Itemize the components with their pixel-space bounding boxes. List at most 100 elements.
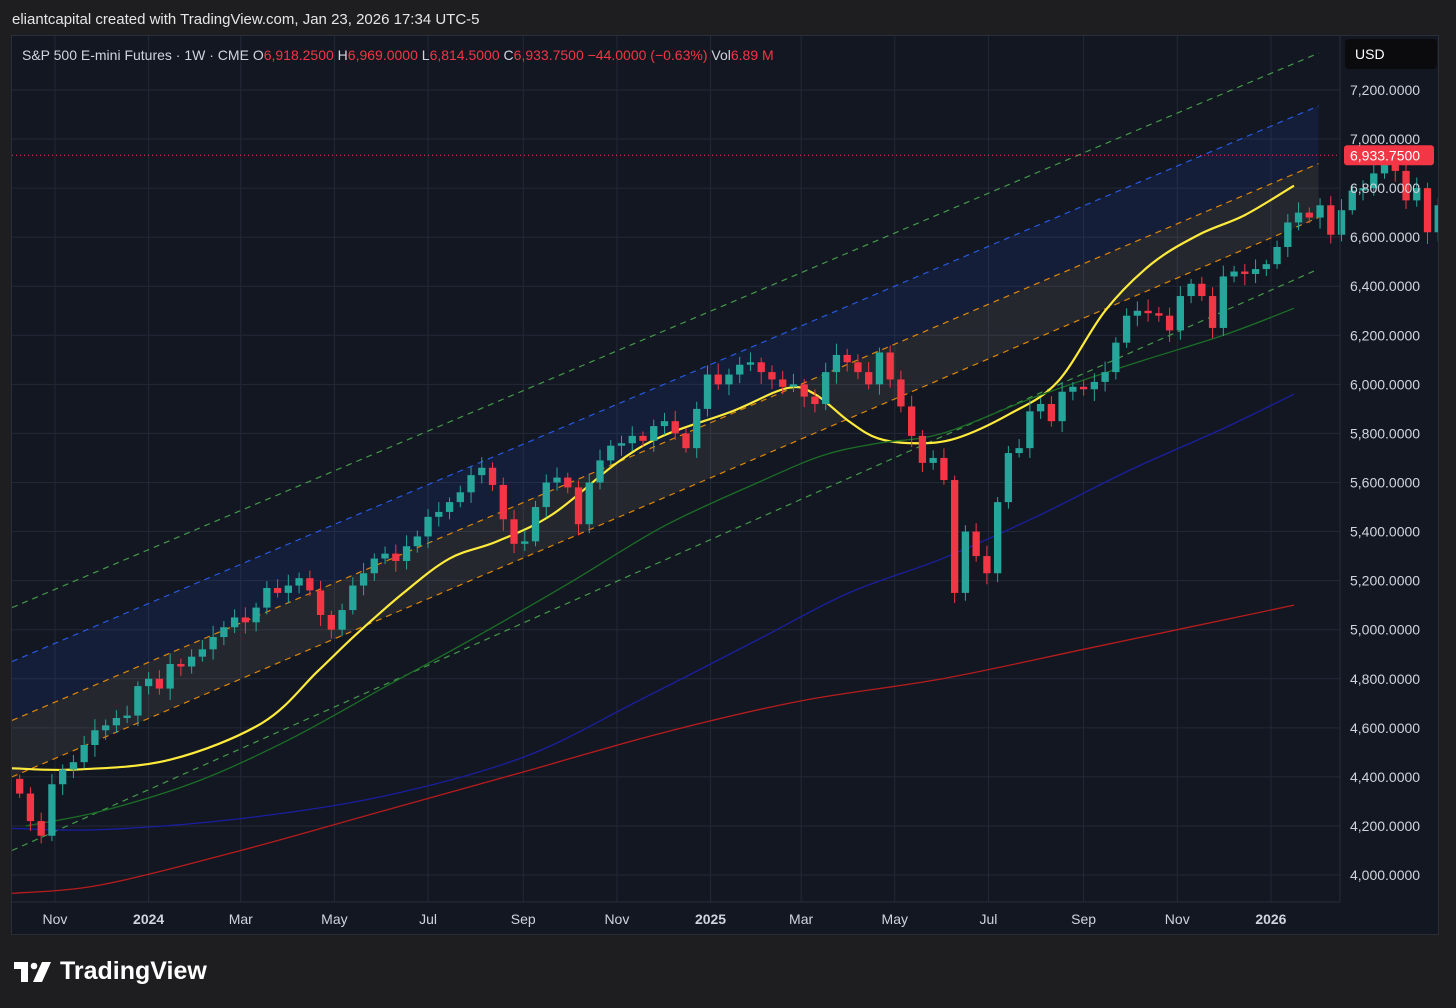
high-value: 6,969.0000 — [347, 47, 418, 63]
candle — [198, 639, 207, 662]
candle — [1208, 287, 1217, 339]
x-tick-label: Jul — [979, 911, 997, 927]
chart-panel[interactable]: 6,933.7500 7,200.0000 7,000.0000 6,800.000… — [11, 35, 1439, 935]
candle-body — [144, 678, 153, 687]
candle — [1036, 398, 1045, 419]
candle-body — [198, 649, 207, 657]
candle — [875, 347, 884, 395]
candle — [617, 435, 626, 456]
candle — [682, 428, 690, 453]
channel-line-mid-orange — [12, 163, 1319, 722]
upper-channel-fill — [12, 105, 1319, 721]
y-tick-label: 5,000.0000 — [1350, 622, 1420, 638]
candle — [1348, 184, 1356, 215]
candle-body — [1423, 188, 1432, 233]
candle-body — [209, 637, 217, 650]
channel-lines — [12, 52, 1319, 852]
tradingview-logo[interactable]: TradingView — [14, 957, 207, 986]
y-tick-label: 6,400.0000 — [1350, 278, 1420, 294]
candle-body — [703, 374, 712, 409]
candle — [381, 546, 389, 564]
candle — [1090, 373, 1099, 402]
candle-body — [1144, 310, 1152, 314]
x-tick-label: Nov — [43, 911, 68, 927]
candle — [1359, 180, 1367, 201]
candle — [1187, 278, 1195, 304]
y-tick-label: 4,000.0000 — [1350, 867, 1420, 883]
candle-body — [768, 372, 776, 380]
candle — [1273, 240, 1281, 269]
low-label: L — [421, 47, 430, 63]
candle — [445, 497, 454, 520]
candle — [166, 653, 174, 701]
candle-body — [295, 578, 303, 586]
candle-body — [1316, 205, 1324, 218]
candle — [1069, 382, 1077, 401]
price-chart[interactable]: 6,933.7500 7,200.0000 7,000.0000 6,800.000… — [12, 36, 1439, 935]
candle-body — [607, 445, 615, 461]
x-tick-label: 2026 — [1255, 911, 1286, 927]
candle-body — [1090, 381, 1099, 390]
candle — [144, 672, 153, 695]
candle — [112, 710, 121, 733]
candle-body — [531, 507, 540, 542]
channel-line-lower-green — [12, 268, 1319, 852]
candle-body — [1251, 269, 1260, 274]
candle-body — [1402, 170, 1410, 201]
candle-body — [1101, 372, 1109, 382]
candle — [746, 352, 755, 372]
candle — [187, 649, 196, 674]
candle — [553, 467, 561, 491]
x-tick-label: Jul — [419, 911, 437, 927]
candle-body — [478, 467, 486, 476]
candle — [263, 581, 271, 615]
candle — [1402, 162, 1410, 209]
candle — [1262, 259, 1270, 276]
candle-body — [1122, 315, 1131, 343]
candle — [1004, 445, 1013, 509]
candle-body — [822, 372, 830, 404]
candle — [59, 764, 67, 796]
candle — [1337, 199, 1346, 242]
candle — [101, 719, 110, 740]
candle-body — [1112, 342, 1120, 373]
candle-body — [166, 664, 174, 689]
candle — [1047, 396, 1056, 427]
candle — [48, 773, 56, 842]
candle — [789, 373, 798, 392]
candle — [961, 525, 970, 601]
candle — [478, 457, 486, 484]
x-tick-label: Mar — [789, 911, 813, 927]
candle — [671, 410, 679, 441]
candle — [252, 602, 260, 632]
symbol-label[interactable]: S&P 500 E-mini Futures · 1W · CME — [22, 47, 249, 63]
candle — [1305, 207, 1313, 224]
candle — [542, 474, 550, 518]
candle-body — [789, 384, 798, 387]
candle-body — [37, 821, 45, 836]
y-tick-label: 5,400.0000 — [1350, 524, 1420, 540]
close-value: 6,933.7500 — [513, 47, 584, 63]
candle-body — [220, 627, 228, 638]
candle — [1230, 265, 1238, 283]
candle — [273, 579, 282, 598]
candle-body — [993, 502, 1002, 574]
candle-body — [564, 477, 572, 488]
candle — [1423, 182, 1432, 245]
candle-body — [940, 457, 948, 481]
candle — [413, 530, 421, 553]
candle — [327, 610, 335, 639]
candle-body — [886, 352, 894, 380]
currency-button[interactable]: USD — [1345, 39, 1437, 69]
candle-body — [585, 482, 593, 525]
candle — [1241, 263, 1249, 286]
candle — [402, 535, 411, 570]
candle — [1198, 276, 1206, 301]
candle-body — [779, 379, 787, 387]
candle — [585, 473, 593, 534]
candle-body — [628, 435, 636, 444]
ma-mid-line — [25, 307, 1295, 827]
candle — [865, 362, 873, 390]
candle-body — [1208, 296, 1217, 328]
last-price-badge — [1344, 145, 1434, 166]
